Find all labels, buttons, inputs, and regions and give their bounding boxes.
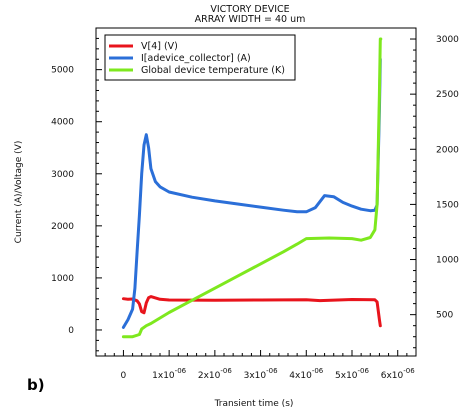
axes-layer: 0 1000 2000 3000 4000 5000 500 1000 1500 2000 2500… — [51, 27, 459, 381]
y-left-tick-label: 3000 — [51, 170, 74, 180]
legend-label-collector-current: I[adevice_collector] (A) — [141, 53, 251, 64]
y-right-tick-label: 2000 — [436, 145, 459, 155]
panel-label: b) — [27, 376, 45, 394]
x-axis-label: Transient time (s) — [214, 399, 294, 409]
y-right-tick-label: 2500 — [436, 90, 459, 100]
y-left-tick-label: 1000 — [51, 274, 74, 284]
series-line-temperature — [121, 37, 383, 339]
series-line-v4 — [121, 295, 382, 328]
y-right-tick-label: 1500 — [436, 200, 459, 210]
y-left-tick-label: 2000 — [51, 222, 74, 232]
y-right-tick-label: 1000 — [436, 256, 459, 266]
y-left-tick-label: 4000 — [51, 118, 74, 128]
x-tick-label: 0 — [121, 371, 127, 381]
y-left-tick-label: 0 — [68, 326, 74, 336]
x-tick-label: 4x10-06 — [289, 367, 323, 381]
y-axis-label: Current (A)/Voltage (V) — [14, 141, 24, 244]
legend-label-v4: V[4] (V) — [141, 41, 178, 52]
legend-label-temperature: Global device temperature (K) — [141, 65, 285, 76]
x-tick-label: 6x10-06 — [381, 367, 415, 381]
series-layer — [121, 37, 383, 339]
y-left-tick-label: 5000 — [51, 66, 74, 76]
x-tick-label: 5x10-06 — [335, 367, 369, 381]
legend-box — [104, 34, 296, 81]
plot-frame — [95, 27, 417, 357]
x-tick-label: 1x10-06 — [152, 367, 186, 381]
series-line-collector-current — [121, 57, 382, 329]
y-right-tick-label: 500 — [436, 311, 453, 321]
chart-subtitle: ARRAY WIDTH = 40 um — [195, 14, 306, 25]
x-tick-label: 3x10-06 — [244, 367, 278, 381]
y-right-tick-label: 3000 — [436, 35, 459, 45]
x-tick-label: 2x10-06 — [198, 367, 232, 381]
legend: V[4] (V) I[adevice_collector] (A) Global… — [104, 34, 296, 81]
chart-title: VICTORY DEVICE — [210, 4, 289, 15]
